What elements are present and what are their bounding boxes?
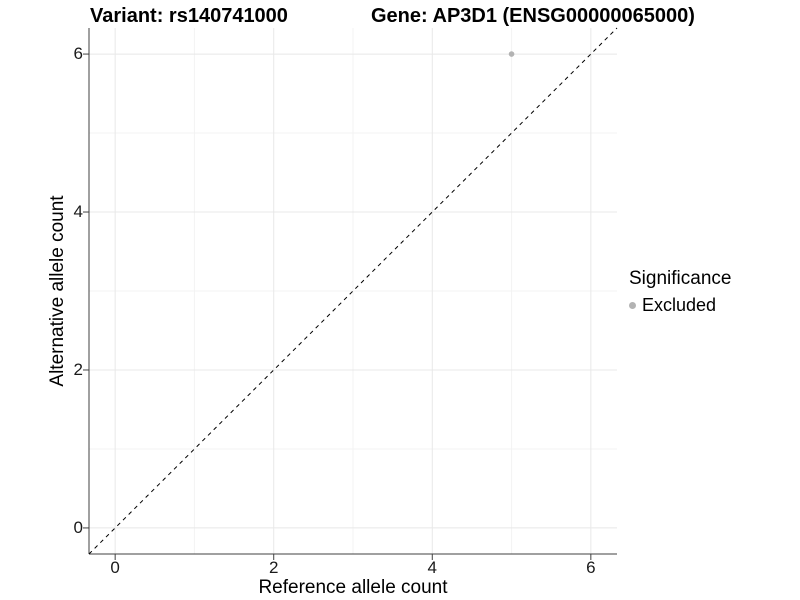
y-tick-label: 2	[73, 359, 83, 379]
y-tick-label: 0	[73, 517, 83, 537]
y-tick-label: 4	[73, 202, 83, 222]
legend-item-excluded: Excluded	[629, 295, 731, 316]
plot-title-gene: Gene: AP3D1 (ENSG00000065000)	[371, 5, 695, 27]
legend-item-label: Excluded	[642, 295, 717, 315]
x-tick-label: 4	[427, 558, 437, 577]
x-tick-label: 0	[110, 558, 120, 577]
legend-marker-circle-icon	[629, 302, 636, 309]
y-tick-label: 6	[73, 44, 83, 64]
y-axis-title: Alternative allele count	[47, 195, 68, 387]
x-tick-label: 2	[268, 558, 279, 577]
x-tick-label: 6	[586, 558, 596, 577]
legend-title: Significance	[629, 268, 732, 289]
plot-title-variant: Variant: rs140741000	[90, 5, 288, 27]
x-axis-title: Reference allele count	[258, 577, 448, 598]
data-point	[508, 51, 515, 57]
legend: Significance Excluded	[629, 268, 731, 316]
